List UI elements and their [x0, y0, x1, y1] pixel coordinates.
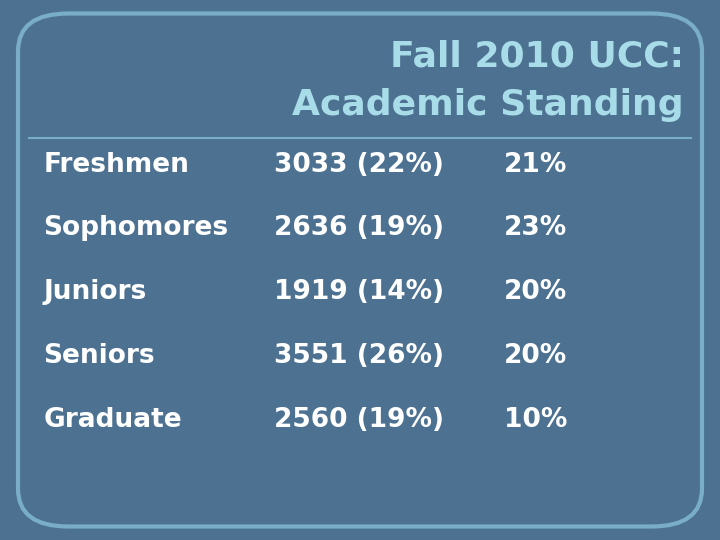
Text: Fall 2010 UCC:: Fall 2010 UCC:	[390, 40, 684, 73]
Text: 21%: 21%	[504, 152, 567, 178]
FancyBboxPatch shape	[18, 14, 702, 526]
Text: Juniors: Juniors	[43, 279, 146, 305]
Text: Sophomores: Sophomores	[43, 215, 228, 241]
Text: 20%: 20%	[504, 279, 567, 305]
Text: Academic Standing: Academic Standing	[292, 89, 684, 122]
Text: 1919 (14%): 1919 (14%)	[274, 279, 444, 305]
Text: 3551 (26%): 3551 (26%)	[274, 343, 444, 369]
Text: 23%: 23%	[504, 215, 567, 241]
Text: 10%: 10%	[504, 407, 567, 433]
Text: 2560 (19%): 2560 (19%)	[274, 407, 444, 433]
Text: Graduate: Graduate	[43, 407, 182, 433]
Text: Freshmen: Freshmen	[43, 152, 189, 178]
Text: Seniors: Seniors	[43, 343, 155, 369]
Text: 2636 (19%): 2636 (19%)	[274, 215, 444, 241]
Text: 3033 (22%): 3033 (22%)	[274, 152, 444, 178]
Text: 20%: 20%	[504, 343, 567, 369]
